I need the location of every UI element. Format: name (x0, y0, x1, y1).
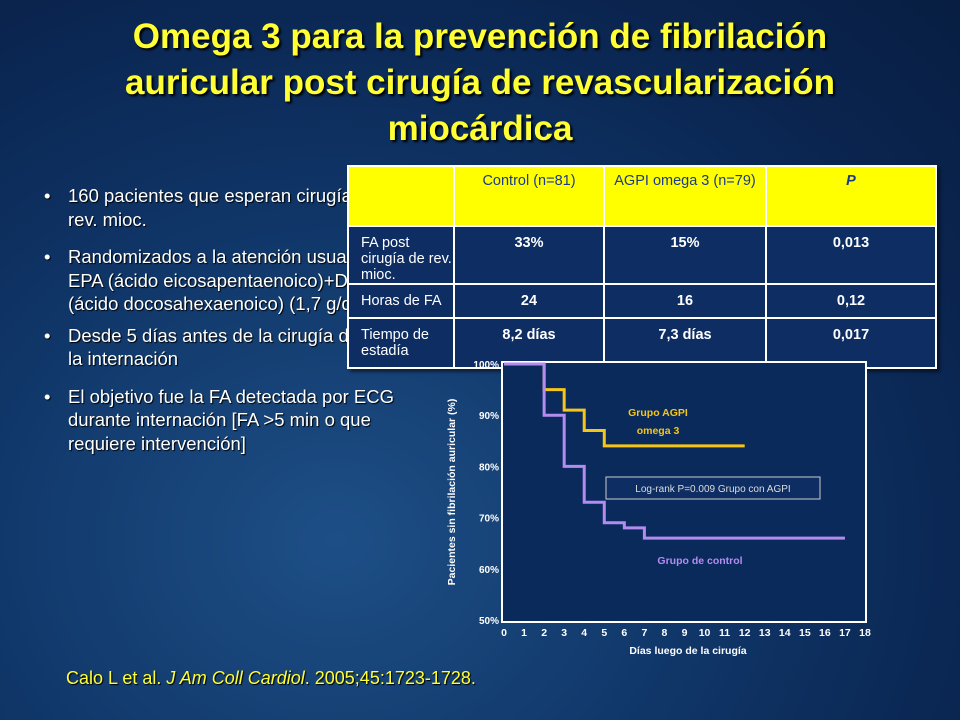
logrank-box (605, 476, 821, 500)
x-tick-label: 8 (662, 627, 668, 639)
x-tick-label: 4 (581, 627, 587, 639)
y-tick-label: 80% (479, 462, 499, 473)
y-tick-label: 70% (479, 514, 499, 525)
y-tick-label: 60% (479, 565, 499, 576)
slide-title: Omega 3 para la prevención de fibrilació… (0, 14, 960, 152)
x-axis-label: Días luego de la cirugía (629, 645, 746, 657)
x-tick-label: 0 (501, 627, 507, 639)
table-header-cell: P (765, 165, 937, 227)
agpi-series-label: omega 3 (637, 425, 680, 437)
table-cell: 16 (603, 283, 767, 319)
x-tick-label: 12 (739, 627, 751, 639)
y-axis-label: Pacientes sin fibrilación auricular (%) (446, 399, 458, 586)
y-tick-label: 100% (473, 360, 499, 371)
table-cell: 24 (453, 283, 605, 319)
control-series-line (504, 362, 845, 540)
x-tick-label: 16 (819, 627, 831, 639)
table-header-row: Control (n=81) AGPI omega 3 (n=79) P (347, 165, 937, 227)
bullet-list: 160 pacientes que esperan cirugía de rev… (42, 184, 407, 469)
table-cell: 8,2 días (453, 317, 605, 369)
logrank-annotation: Log-rank P=0.009 Grupo con AGPI (635, 484, 790, 495)
bullet-item: Randomizados a la atención usual de EPA … (42, 245, 407, 316)
x-tick-label: 6 (621, 627, 627, 639)
citation-authors: Calo L et al. (66, 668, 167, 688)
table-cell-label: Tiempo de estadía (347, 317, 455, 369)
x-tick-label: 14 (779, 627, 791, 639)
x-tick-label: 5 (601, 627, 607, 639)
table-cell: 15% (603, 225, 767, 285)
title-line-1: Omega 3 para la prevención de fibrilació… (132, 17, 828, 56)
y-tick-label: 90% (479, 411, 499, 422)
bullet-item: Desde 5 días antes de la cirugía durante… (42, 324, 407, 371)
table-cell: 0,12 (765, 283, 937, 319)
bullet-item: El objetivo fue la FA detectada por ECG … (42, 385, 407, 456)
table-cell: 33% (453, 225, 605, 285)
x-tick-label: 2 (541, 627, 547, 639)
citation: Calo L et al. J Am Coll Cardiol. 2005;45… (66, 668, 476, 689)
p-header: P (846, 173, 856, 189)
x-tick-label: 15 (799, 627, 811, 639)
table-cell-label: FA post cirugía de rev. mioc. (347, 225, 455, 285)
table-cell: 0,013 (765, 225, 937, 285)
table-header-cell: AGPI omega 3 (n=79) (603, 165, 767, 227)
x-tick-label: 3 (561, 627, 567, 639)
y-tick-label: 50% (479, 616, 499, 627)
table-header-cell: Control (n=81) (453, 165, 605, 227)
table-row: FA post cirugía de rev. mioc. 33% 15% 0,… (347, 225, 937, 285)
title-line-3: miocárdica (387, 109, 573, 148)
bullet-item: 160 pacientes que esperan cirugía de rev… (42, 184, 407, 231)
citation-details: . 2005;45:1723-1728. (304, 668, 476, 688)
table-row: Horas de FA 24 16 0,12 (347, 283, 937, 319)
table-header-cell (347, 165, 455, 227)
x-tick-label: 18 (859, 627, 871, 639)
x-tick-label: 17 (839, 627, 851, 639)
title-line-2: auricular post cirugía de revascularizac… (125, 63, 835, 102)
control-series-label: Grupo de control (657, 555, 742, 567)
x-tick-label: 13 (759, 627, 771, 639)
table-cell-label: Horas de FA (347, 283, 455, 319)
citation-journal: J Am Coll Cardiol (166, 668, 305, 688)
x-tick-label: 9 (682, 627, 688, 639)
x-tick-label: 10 (699, 627, 711, 639)
agpi-series-label: Grupo AGPI (628, 407, 688, 419)
table-cell: 7,3 días (603, 317, 767, 369)
x-tick-label: 1 (521, 627, 527, 639)
x-tick-label: 7 (641, 627, 647, 639)
results-table: Control (n=81) AGPI omega 3 (n=79) P FA … (347, 165, 937, 369)
x-tick-label: 11 (719, 627, 730, 639)
